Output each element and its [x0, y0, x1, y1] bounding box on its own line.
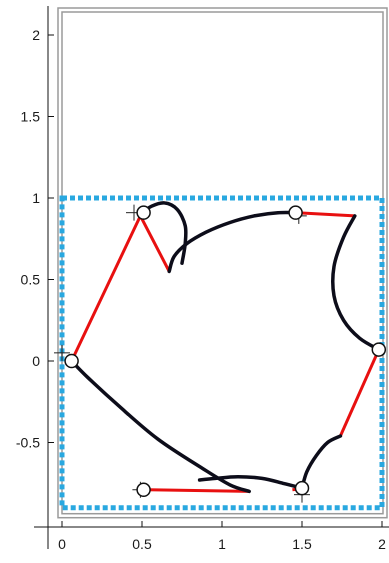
- red-link: [297, 211, 355, 218]
- node-point: [64, 353, 79, 369]
- axes: -0.5 0 0.5 1 1.5 2 0 0.5 1 1.5 2: [16, 6, 389, 552]
- x-tick-label: 1: [218, 536, 226, 552]
- y-tick-label: 1: [32, 190, 40, 206]
- node-point: [294, 480, 310, 496]
- red-link: [148, 488, 250, 493]
- black-curve: [140, 201, 188, 265]
- red-links: [70, 211, 381, 493]
- black-curve: [331, 214, 381, 352]
- y-tick-label: 0: [32, 353, 40, 369]
- frame-layer: [57, 7, 388, 519]
- y-tick-label: 1.5: [21, 109, 41, 125]
- red-link: [70, 212, 171, 362]
- node-point: [371, 342, 387, 357]
- node-point: [288, 205, 303, 220]
- y-tick-label: -0.5: [16, 435, 40, 451]
- black-curve: [197, 474, 304, 490]
- x-tick-label: 0: [58, 536, 66, 552]
- outer-frame: [57, 7, 388, 519]
- node-point: [136, 482, 151, 498]
- red-link: [339, 348, 381, 437]
- x-tick-label: 0.5: [132, 536, 152, 552]
- black-curves: [69, 201, 381, 494]
- black-curve: [300, 434, 343, 490]
- nodes: [64, 205, 387, 498]
- black-curve: [167, 210, 301, 274]
- y-tick-label: 2: [32, 27, 40, 43]
- y-tick-label: 0.5: [21, 272, 41, 288]
- dashed-box: [59, 195, 385, 511]
- x-tick-label: 1.5: [292, 536, 312, 552]
- node-point: [136, 205, 151, 220]
- black-curve: [69, 359, 251, 494]
- x-tick-label: 2: [378, 536, 386, 552]
